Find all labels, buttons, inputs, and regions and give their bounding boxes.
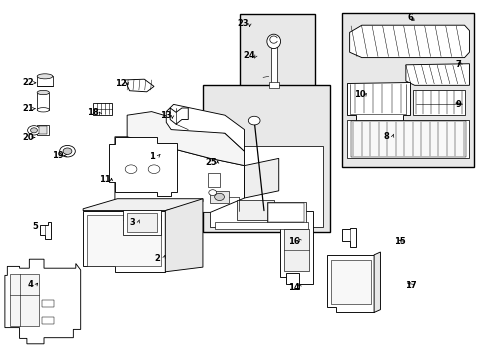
Circle shape: [60, 145, 75, 157]
Ellipse shape: [37, 90, 49, 95]
Bar: [93, 103, 112, 115]
Bar: [342, 13, 473, 167]
Bar: [239, 14, 315, 97]
Polygon shape: [285, 273, 299, 289]
Circle shape: [208, 190, 216, 195]
Text: 25: 25: [205, 158, 217, 167]
Text: 12: 12: [115, 79, 127, 88]
Polygon shape: [244, 158, 278, 198]
Text: 9: 9: [455, 100, 461, 109]
Text: 1: 1: [148, 152, 154, 161]
Polygon shape: [326, 255, 373, 312]
Bar: [267, 203, 304, 222]
Text: 20: 20: [22, 133, 34, 142]
Polygon shape: [127, 112, 244, 166]
Text: 3: 3: [129, 218, 135, 227]
Polygon shape: [165, 199, 203, 272]
Text: 10: 10: [353, 90, 365, 99]
Polygon shape: [373, 252, 380, 312]
Polygon shape: [124, 79, 154, 92]
Polygon shape: [83, 211, 165, 272]
Circle shape: [248, 116, 260, 125]
Text: 16: 16: [288, 237, 300, 246]
Bar: [39, 126, 47, 134]
Bar: [270, 47, 276, 83]
Text: 5: 5: [32, 222, 38, 231]
Polygon shape: [346, 82, 409, 121]
Polygon shape: [40, 222, 51, 239]
Bar: [412, 90, 464, 115]
Bar: [37, 76, 53, 86]
Polygon shape: [405, 64, 468, 85]
Bar: [37, 93, 49, 110]
Text: 8: 8: [383, 132, 388, 141]
Bar: [237, 200, 273, 220]
Bar: [41, 317, 54, 324]
Polygon shape: [280, 211, 312, 284]
Polygon shape: [83, 199, 203, 211]
Bar: [123, 210, 161, 235]
Text: 15: 15: [393, 238, 405, 246]
Text: 19: 19: [52, 151, 63, 160]
Text: 4: 4: [27, 280, 33, 289]
Text: 23: 23: [237, 19, 249, 28]
Polygon shape: [170, 108, 188, 124]
Bar: [41, 300, 54, 307]
Ellipse shape: [266, 34, 280, 49]
Ellipse shape: [37, 108, 49, 112]
Bar: [87, 215, 161, 266]
Bar: [346, 120, 468, 158]
Polygon shape: [5, 259, 81, 344]
Circle shape: [214, 193, 224, 201]
Ellipse shape: [37, 74, 53, 79]
Text: 21: 21: [22, 104, 34, 113]
Circle shape: [28, 126, 40, 135]
Bar: [350, 121, 465, 157]
Circle shape: [148, 165, 160, 174]
Bar: [268, 82, 278, 88]
Circle shape: [63, 148, 72, 154]
Text: 22: 22: [22, 78, 34, 87]
Text: 6: 6: [407, 13, 413, 22]
Bar: [37, 125, 49, 135]
Text: 11: 11: [99, 175, 111, 184]
Text: 24: 24: [243, 51, 255, 60]
Bar: [207, 173, 220, 187]
Bar: [10, 274, 39, 326]
Text: 2: 2: [154, 254, 160, 263]
Bar: [210, 191, 228, 203]
Polygon shape: [166, 104, 244, 151]
Bar: [210, 145, 322, 227]
Text: 17: 17: [404, 281, 416, 289]
Polygon shape: [349, 25, 468, 58]
Text: 13: 13: [160, 111, 172, 120]
Text: 18: 18: [87, 108, 99, 117]
Bar: [266, 202, 305, 223]
Bar: [215, 222, 307, 229]
Polygon shape: [108, 137, 177, 196]
Text: 7: 7: [455, 60, 461, 69]
Bar: [330, 260, 370, 304]
Bar: [127, 213, 157, 232]
Text: 14: 14: [288, 283, 300, 292]
Polygon shape: [115, 137, 244, 212]
Polygon shape: [342, 228, 355, 247]
Bar: [203, 85, 329, 232]
Circle shape: [30, 128, 38, 133]
Circle shape: [125, 165, 137, 174]
Bar: [283, 229, 308, 271]
